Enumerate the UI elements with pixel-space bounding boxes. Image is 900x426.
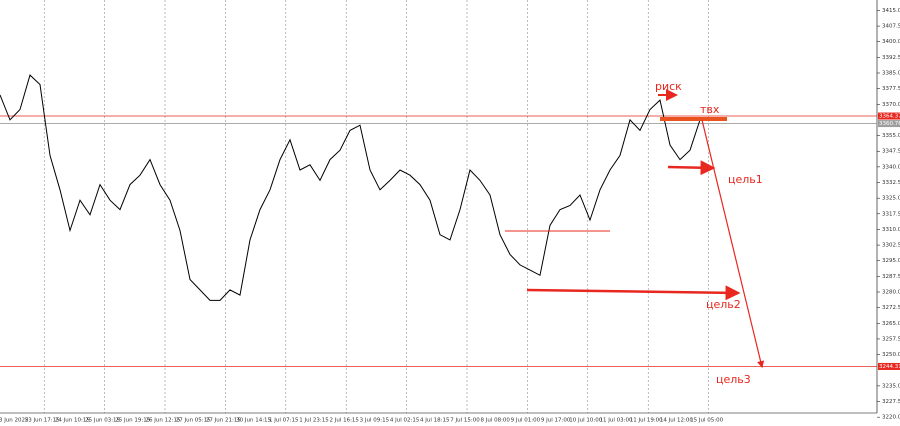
y-tick-label: 3265.00 [882,321,900,327]
annotation: цель3 [716,373,751,386]
y-tick-label: 3257.50 [882,336,900,342]
separators [43,0,709,413]
y-tick-label: 3355.00 [882,133,900,139]
y-tick-label: 3325.00 [882,196,900,202]
price-tag [878,112,900,120]
y-tick-label: 3272.50 [882,305,900,311]
price-tag-label: 3360.76 [879,121,900,127]
trend-arrow [701,119,765,369]
x-tick-label: 23 Jun 2025 [0,418,29,424]
x-tick-label: 23 Jun 17:15 [25,418,60,424]
target-arrow [667,160,716,176]
x-tick-label: 14 Jul 12:00 [660,418,693,424]
y-tick-label: 3347.50 [882,149,900,155]
y-tick-label: 3227.50 [882,399,900,405]
y-tick-label: 3385.00 [882,71,900,77]
y-tick-label: 3415.00 [882,8,900,14]
x-tick-label: 1 Jul 23:15 [299,418,329,424]
x-tick-label: 25 Jun 03:15 [85,418,120,424]
annotation: риск [655,80,682,93]
x-tick-label: 10 Jul 10:00 [569,418,602,424]
y-tick-label: 3332.50 [882,180,900,186]
annotation: твх [700,103,720,116]
x-tick-label: 27 Jun 21:15 [206,418,241,424]
x-tick-label: 25 Jun 19:15 [115,418,150,424]
x-tick-label: 4 Jul 18:15 [420,418,450,424]
x-tick-label: 27 Jun 05:15 [176,418,211,424]
x-tick-label: 11 Jul 03:00 [600,418,633,424]
x-tick-label: 11 Jul 19:00 [630,418,663,424]
y-tick-label: 3287.50 [882,274,900,280]
price-tag-label: 3364.37 [879,114,900,120]
y-tick-label: 3407.50 [882,24,900,30]
drawings: риск твх цель1 цель2 цель3 [505,80,765,386]
y-tick-label: 3392.50 [882,55,900,61]
price-tag [878,120,900,128]
y-tick-label: 3280.00 [882,290,900,296]
x-tick-label: 8 Jul 08:00 [480,418,510,424]
y-tick-label: 3340.00 [882,164,900,170]
y-tick-label: 3220.00 [882,415,900,421]
y-tick-label: 3400.00 [882,39,900,45]
x-tick-label: 26 Jun 12:15 [146,418,181,424]
x-tick-label: 24 Jun 10:15 [55,418,90,424]
y-tick-label: 3370.00 [882,102,900,108]
y-tick-label: 3377.50 [882,86,900,92]
y-tick-label: 3310.00 [882,227,900,233]
x-tick-label: 4 Jul 02:15 [390,418,420,424]
x-tick-label: 30 Jun 14:15 [236,418,271,424]
x-tick-label: 3 Jul 09:15 [360,418,390,424]
y-tick-label: 3295.00 [882,258,900,264]
x-tick-label: 15 Jul 05:00 [690,418,723,424]
y-tick-label: 3250.00 [882,352,900,358]
price-tag [878,362,900,370]
x-tick-label: 2 Jul 16:15 [329,418,359,424]
x-tick-label: 9 Jul 17:00 [541,418,571,424]
x-tick-label: 7 Jul 15:00 [450,418,480,424]
y-tick-label: 3302.50 [882,243,900,249]
price-line [0,74,701,301]
y-tick-label: 3317.50 [882,211,900,217]
annotation: цель1 [728,173,763,186]
target-arrow [526,285,741,301]
x-tick-label: 9 Jul 01:00 [511,418,541,424]
price-tag-label: 3244.31 [879,364,900,370]
x-tick-label: 1 Jul 07:15 [269,418,299,424]
annotation: цель2 [706,298,741,311]
y-tick-label: 3235.00 [882,383,900,389]
